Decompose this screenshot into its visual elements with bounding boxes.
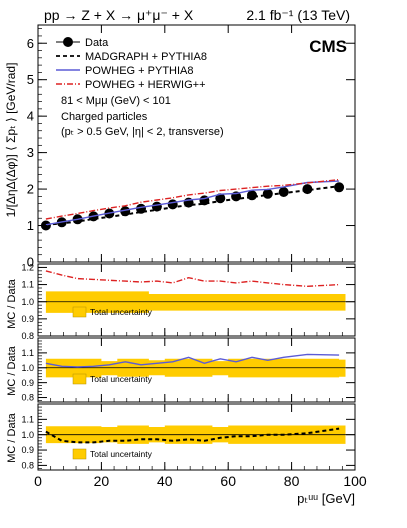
x-tick-label: 100: [343, 473, 367, 489]
x-axis-label: pₜᵘᵘ [GeV]: [297, 491, 355, 506]
main-y-axis-label: 1/[ΔηΔ(Δφ)] ⟨ Σpₜ ⟩ [GeV/rad]: [4, 63, 18, 218]
luminosity-label: 2.1 fb⁻¹ (13 TeV): [246, 7, 350, 23]
data-point: [247, 190, 257, 201]
legend-label-data: Data: [85, 37, 109, 49]
band-legend-label: Total uncertainty: [90, 374, 153, 384]
series-line-madgraph-pythia8: [45, 427, 340, 444]
data-point: [262, 188, 273, 199]
y-tick-label: 1.1: [21, 348, 34, 358]
series-line-powheg-pythia8: [45, 353, 340, 368]
band-legend-label: Total uncertainty: [90, 449, 153, 459]
y-tick-label: 0.8: [21, 461, 34, 471]
series-line-madgraph-pythia8: [45, 185, 340, 226]
y-tick-label: 0.8: [21, 331, 34, 341]
main-plot-panel: 0 1 2 3 4 5 6: [27, 24, 356, 270]
y-tick-label: 2: [27, 182, 34, 197]
series-line-powheg-herwig-: [45, 270, 340, 288]
ratio2-y-axis-label: MC / Data: [6, 345, 18, 395]
y-tick-label: 1.1: [21, 414, 34, 424]
ratio3-y-axis-label: MC / Data: [6, 412, 18, 462]
selection-cuts-annotation: (pₜ > 0.5 GeV, |η| < 2, transverse): [61, 126, 224, 138]
panel-frame: [37, 24, 356, 263]
band-legend-swatch: [72, 373, 87, 385]
legend: Data MADGRAPH + PYTHIA8 POWHEG + PYTHIA8…: [56, 37, 207, 91]
mass-window-annotation: 81 < Mμμ (GeV) < 101: [61, 95, 171, 107]
uncertainty-band: [45, 291, 346, 313]
charged-particles-annotation: Charged particles: [61, 111, 148, 123]
data-point: [302, 184, 313, 195]
x-tick-label: 0: [34, 473, 42, 489]
y-tick-label: 1.0: [21, 430, 34, 440]
data-point: [278, 187, 289, 197]
y-tick-label: 4: [27, 109, 34, 124]
band-legend-swatch: [72, 448, 87, 460]
y-tick-label: 1.1: [21, 280, 34, 290]
y-tick-label: 5: [27, 72, 34, 87]
y-tick-label: 3: [27, 145, 34, 160]
y-tick-label: 0.9: [21, 378, 34, 388]
y-tick-label: 1.0: [21, 363, 34, 373]
y-tick-label: 0.9: [21, 445, 34, 455]
x-tick-label: 60: [220, 473, 236, 489]
data-point: [334, 182, 345, 193]
panel-frame: [37, 403, 356, 471]
ratio-panel-powheg-pythia: Total uncertainty 0.8 0.9 1.0 1.1: [21, 337, 356, 403]
y-tick-label: 1: [27, 218, 34, 233]
x-tick-label: 40: [157, 473, 173, 489]
legend-label-powheg-herwig: POWHEG + HERWIG++: [85, 79, 206, 91]
data-point: [120, 206, 131, 217]
panel-frame: [37, 263, 356, 337]
series-line-powheg-herwig-: [45, 178, 340, 220]
ratio-panel-madgraph: Total uncertainty 0.8 0.9 1.0 1.1 0 20 40 60 80 10…: [21, 403, 367, 489]
ratio-panel-herwig: Total uncertainty 0.8 0.9 1.0 1.1 1.2: [21, 263, 356, 341]
cms-logo-text: CMS: [309, 37, 347, 56]
band-legend-swatch: [72, 306, 87, 318]
series-line-powheg-pythia8: [45, 180, 340, 226]
legend-label-powheg-pythia: POWHEG + PYTHIA8: [85, 65, 194, 77]
ratio1-y-axis-label: MC / Data: [6, 278, 18, 328]
y-tick-label: 0.9: [21, 314, 34, 324]
panel-frame: [37, 337, 356, 403]
band-legend-label: Total uncertainty: [90, 307, 153, 317]
y-tick-label: 6: [27, 36, 34, 51]
y-tick-label: 1.2: [21, 263, 34, 273]
y-tick-label: 0.8: [21, 393, 34, 403]
y-tick-label: 0: [27, 255, 34, 270]
x-tick-label: 20: [94, 473, 110, 489]
y-tick-label: 1.0: [21, 297, 34, 307]
legend-label-madgraph: MADGRAPH + PYTHIA8: [85, 51, 207, 63]
process-label: pp → Z + X → μ⁺μ⁻ + X: [44, 7, 194, 23]
x-tick-label: 80: [284, 473, 300, 489]
